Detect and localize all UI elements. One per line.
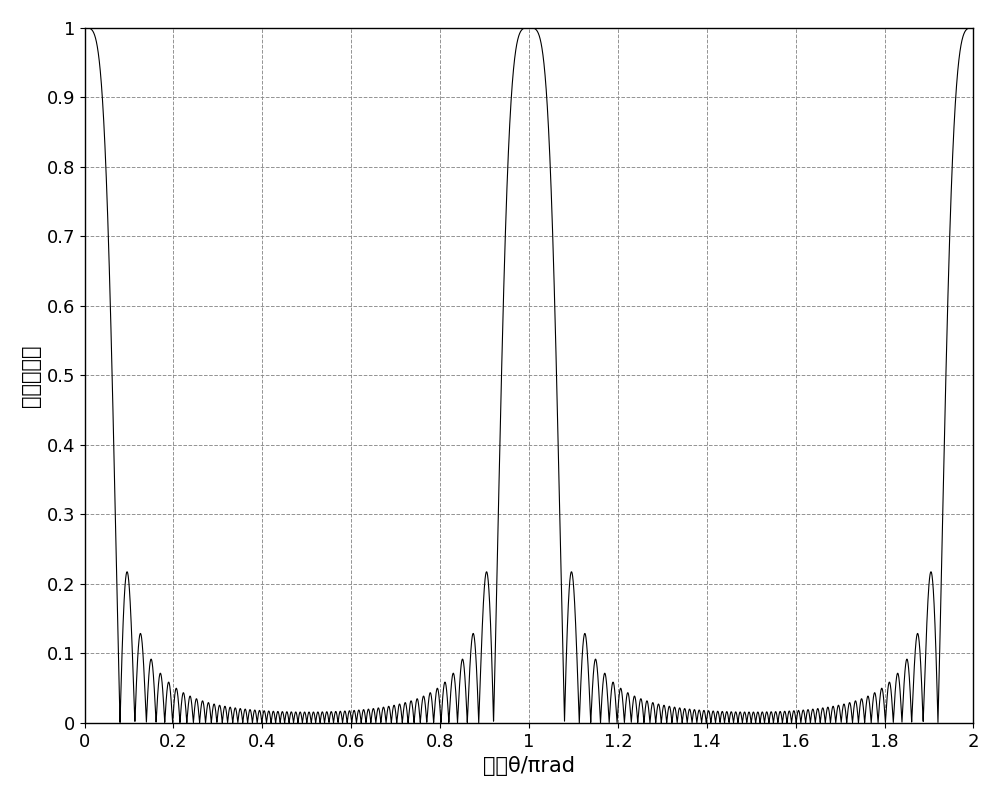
X-axis label: 角度θ/πrad: 角度θ/πrad xyxy=(483,756,575,776)
Y-axis label: 归一化幅値: 归一化幅値 xyxy=(21,344,41,406)
